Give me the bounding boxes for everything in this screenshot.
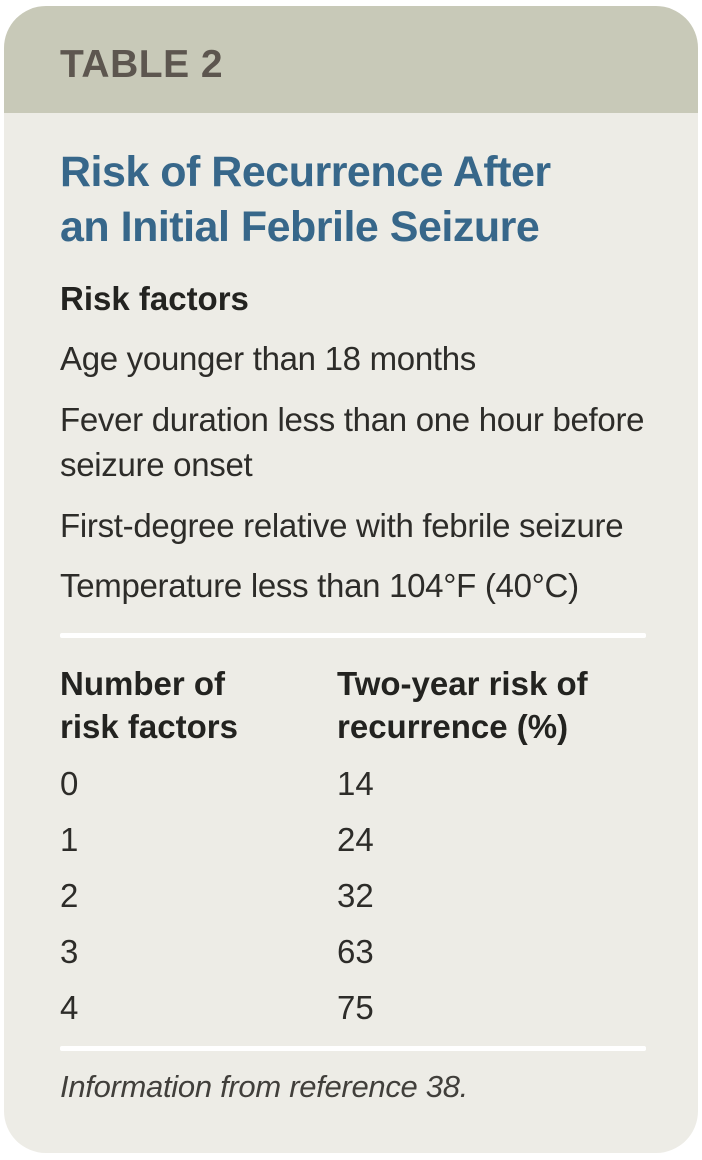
cell-risk: 14	[337, 764, 374, 802]
table-header-band: TABLE 2	[4, 6, 698, 113]
cell-factors: 3	[60, 932, 79, 970]
table-row: 1 24	[60, 823, 646, 856]
cell-factors: 2	[60, 876, 79, 914]
recurrence-risk-table: Number of risk factors Two-year risk of …	[60, 662, 646, 1024]
cell-factors: 1	[60, 820, 79, 858]
risk-factor-item: First-degree relative with febrile seizu…	[60, 506, 624, 544]
cell-risk: 24	[337, 820, 374, 858]
table-title: Risk of Recurrence After an Initial Febr…	[60, 145, 646, 254]
table-title-line2: an Initial Febrile Seizure	[60, 202, 540, 251]
table-title-line1: Risk of Recurrence After	[60, 148, 551, 196]
risk-factor-item: Age younger than 18 months	[60, 340, 476, 378]
table-row: 4 75	[60, 991, 646, 1024]
table-body: Risk of Recurrence After an Initial Febr…	[4, 113, 698, 1153]
source-footnote: Information from reference 38.	[60, 1068, 468, 1104]
table-row: 0 14	[60, 767, 646, 800]
risk-factors-heading: Risk factors	[60, 280, 249, 318]
column-header-two-year-risk: Two-year risk of recurrence (%)	[337, 664, 588, 746]
divider-bottom	[60, 1045, 646, 1051]
risk-factor-item: Temperature less than 104°F (40°C)	[60, 567, 579, 605]
table-row: 3 63	[60, 935, 646, 968]
cell-risk: 75	[337, 988, 374, 1026]
cell-risk: 32	[337, 876, 374, 914]
risk-factor-item: Fever duration less than one hour before…	[60, 400, 645, 484]
cell-factors: 0	[60, 764, 79, 802]
table-row: 2 32	[60, 879, 646, 912]
table-label: TABLE 2	[60, 42, 224, 86]
divider-top	[60, 632, 646, 638]
table-2-card: TABLE 2 Risk of Recurrence After an Init…	[4, 6, 698, 1153]
cell-risk: 63	[337, 932, 374, 970]
cell-factors: 4	[60, 988, 79, 1026]
table-column-headers: Number of risk factors Two-year risk of …	[60, 662, 646, 749]
column-header-risk-factors: Number of risk factors	[60, 664, 238, 746]
